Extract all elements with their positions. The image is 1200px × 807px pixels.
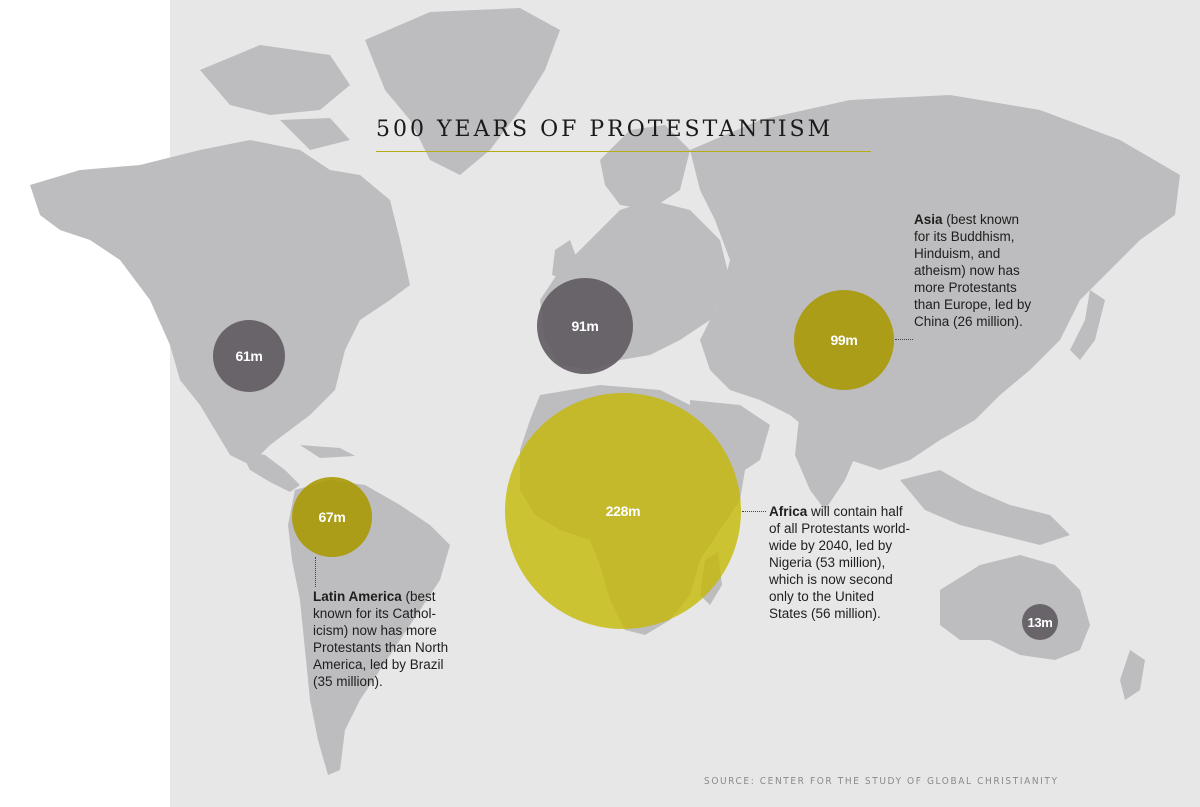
africa-annotation-heading: Africa	[769, 504, 808, 519]
latin-america-annotation-heading: Latin America	[313, 589, 402, 604]
africa-annotation-line: of all Protestants world-	[769, 521, 911, 536]
oceania-value: 13m	[1027, 614, 1053, 630]
asia-leader-line	[895, 339, 913, 340]
africa-annotation-line: only to the United	[769, 589, 875, 604]
title-underline	[376, 151, 871, 152]
africa-annotation-line: which is now second	[769, 572, 893, 587]
oceania-bubble: 13m	[1022, 604, 1058, 640]
arctic-islands-landmass	[200, 45, 350, 150]
asia-annotation-line: atheism) now has	[914, 263, 1020, 278]
asia-annotation-line: Asia (best known	[914, 211, 1074, 228]
europe-value: 91m	[571, 318, 599, 334]
africa-annotation-line: States (56 million).	[769, 606, 881, 621]
latin-america-annotation-line: Latin America (best	[313, 588, 483, 605]
new-zealand-landmass	[1120, 650, 1145, 700]
japan-landmass	[1070, 290, 1105, 360]
europe-bubble: 91m	[537, 278, 633, 374]
asia-annotation: Asia (best known for its Buddhism, Hindu…	[914, 211, 1074, 330]
asia-annotation-line: Hinduism, and	[914, 246, 1001, 261]
asia-annotation-text: (best known	[942, 212, 1020, 227]
central-america-landmass	[240, 450, 300, 492]
latin-america-annotation: Latin America (best known for its Cathol…	[313, 588, 483, 690]
latin-america-annotation-line: (35 million).	[313, 674, 383, 689]
africa-leader-line	[742, 511, 766, 512]
asia-annotation-line: China (26 million).	[914, 314, 1023, 329]
latin-america-leader-line	[315, 557, 316, 587]
africa-annotation-line: wide by 2040, led by	[769, 538, 893, 553]
australia-landmass	[940, 555, 1090, 660]
asia-annotation-line: more Protestants	[914, 280, 1017, 295]
north-america-value: 61m	[235, 348, 263, 364]
africa-bubble: 228m	[505, 393, 741, 629]
greenland-landmass	[365, 8, 560, 175]
asia-annotation-line: than Europe, led by	[914, 297, 1032, 312]
africa-annotation-text: will contain half	[807, 504, 903, 519]
latin-america-annotation-line: icism) now has more	[313, 623, 437, 638]
page-title: 500 YEARS OF PROTESTANTISM	[376, 117, 834, 142]
asia-bubble: 99m	[794, 290, 894, 390]
latin-america-bubble: 67m	[292, 477, 372, 557]
latin-america-annotation-line: Protestants than North	[313, 640, 449, 655]
latin-america-annotation-line: America, led by Brazil	[313, 657, 444, 672]
uk-landmass	[552, 240, 578, 280]
asia-value: 99m	[830, 332, 858, 348]
africa-annotation-line: Africa will contain half	[769, 503, 939, 520]
north-america-landmass	[30, 140, 410, 465]
latin-america-value: 67m	[318, 509, 346, 525]
north-america-bubble: 61m	[213, 320, 285, 392]
asia-annotation-heading: Asia	[914, 212, 943, 227]
india-landmass	[795, 410, 860, 510]
scandinavia-landmass	[600, 125, 690, 210]
source-credit: SOURCE: CENTER FOR THE STUDY OF GLOBAL C…	[704, 776, 1059, 787]
africa-annotation: Africa will contain half of all Protesta…	[769, 503, 939, 622]
caribbean-landmass	[300, 445, 355, 458]
southeast-asia-landmass	[900, 470, 1070, 545]
asia-annotation-line: for its Buddhism,	[914, 229, 1015, 244]
latin-america-annotation-line: known for its Cathol-	[313, 606, 437, 621]
africa-annotation-line: Nigeria (53 million),	[769, 555, 886, 570]
latin-america-annotation-text: (best	[401, 589, 436, 604]
africa-value: 228m	[605, 503, 641, 519]
